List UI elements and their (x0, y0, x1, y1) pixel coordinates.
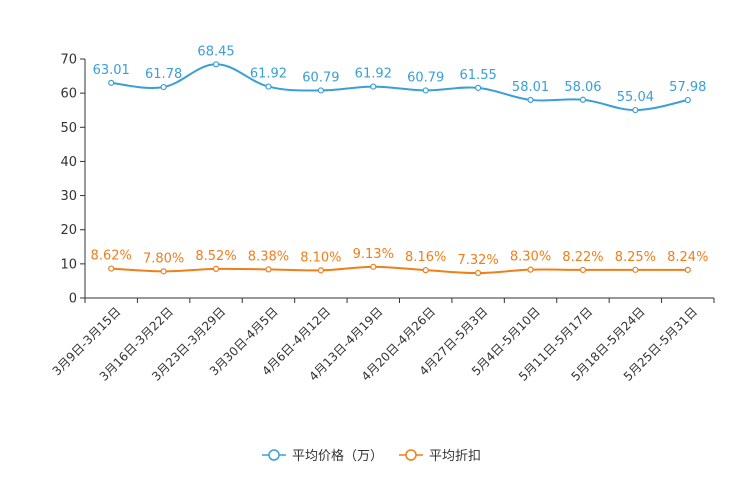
data-label: 58.06 (564, 80, 601, 95)
data-label: 61.92 (355, 67, 392, 82)
data-label: 58.01 (512, 80, 549, 95)
data-point[interactable] (108, 79, 115, 86)
data-label: 60.79 (407, 70, 444, 85)
y-tick-label: 50 (60, 121, 77, 136)
legend-label: 平均价格（万） (292, 448, 383, 464)
data-label: 7.80% (143, 251, 184, 266)
legend-item-2[interactable]: 平均折扣 (399, 449, 481, 464)
y-tick-label: 20 (60, 223, 77, 238)
data-point[interactable] (212, 265, 220, 273)
data-point[interactable] (370, 263, 377, 270)
data-label: 8.62% (91, 249, 132, 264)
data-label: 60.79 (302, 70, 339, 85)
y-tick-label: 40 (60, 155, 77, 170)
y-tick-label: 60 (60, 87, 77, 102)
y-tick-label: 30 (60, 189, 77, 204)
series-2: 8.62% 7.80% 8.52% 8.38% 8.10% 9.13% 8.16% 7.32%… (91, 247, 708, 277)
data-label: 8.52% (195, 249, 236, 264)
data-label: 8.24% (667, 250, 708, 265)
chart-axes: 0102030405060703月9日-3月15日3月16日-3月22日3月23… (50, 53, 715, 384)
data-point[interactable] (422, 87, 429, 94)
legend-swatch-marker (268, 449, 280, 461)
legend-item-1[interactable]: 平均价格（万） (262, 448, 383, 464)
data-point[interactable] (475, 269, 482, 277)
series-line (111, 265, 688, 275)
data-label: 8.16% (405, 250, 446, 265)
data-point[interactable] (579, 96, 587, 103)
series-layer: 63.01 61.78 68.45 61.92 60.79 61.92 60.79 61.55… (91, 44, 708, 277)
data-label: 68.45 (197, 44, 234, 59)
data-point[interactable] (108, 265, 115, 272)
data-point[interactable] (212, 61, 220, 68)
data-point[interactable] (422, 267, 429, 274)
data-label: 8.25% (615, 250, 656, 265)
data-label: 61.78 (145, 67, 182, 82)
data-point[interactable] (370, 83, 377, 90)
data-label: 8.10% (300, 250, 341, 265)
data-label: 8.38% (248, 249, 289, 264)
series-line (111, 63, 688, 112)
data-label: 8.30% (510, 250, 551, 265)
data-label: 61.55 (460, 68, 497, 83)
data-point[interactable] (684, 266, 691, 273)
data-point[interactable] (317, 87, 324, 94)
data-point[interactable] (160, 83, 167, 91)
data-label: 8.22% (562, 250, 603, 265)
data-label: 7.32% (457, 253, 498, 268)
data-label: 55.04 (617, 90, 654, 105)
data-point[interactable] (265, 83, 272, 90)
data-point[interactable] (527, 96, 534, 104)
legend-swatch-marker (405, 449, 417, 461)
data-label: 9.13% (353, 247, 394, 262)
data-point[interactable] (527, 266, 534, 273)
legend-label: 平均折扣 (429, 449, 481, 464)
y-tick-label: 0 (69, 292, 77, 307)
y-tick-label: 10 (60, 257, 77, 272)
series-1: 63.01 61.78 68.45 61.92 60.79 61.92 60.79 61.55… (93, 44, 706, 114)
data-point[interactable] (160, 268, 167, 275)
data-point[interactable] (317, 267, 324, 274)
y-tick-label: 70 (60, 53, 77, 68)
data-label: 63.01 (93, 63, 130, 78)
data-point[interactable] (265, 266, 272, 273)
chart-legend[interactable]: 平均价格（万） 平均折扣 (262, 448, 481, 464)
data-point[interactable] (632, 106, 639, 114)
data-point[interactable] (579, 266, 587, 274)
data-point[interactable] (475, 84, 482, 91)
data-label: 61.92 (250, 67, 287, 82)
data-point[interactable] (684, 96, 691, 104)
data-point[interactable] (632, 266, 639, 273)
data-label: 57.98 (669, 80, 706, 95)
